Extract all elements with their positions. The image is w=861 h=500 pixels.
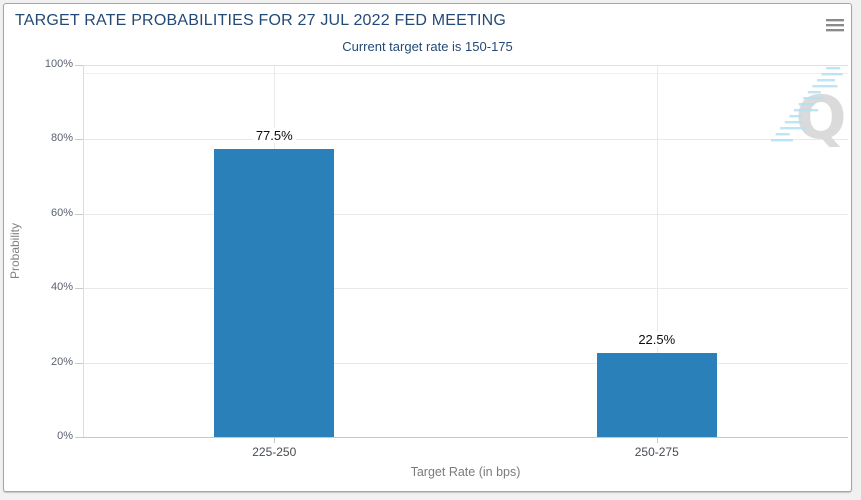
probability-bar <box>596 353 717 437</box>
y-axis-line <box>83 65 84 437</box>
chart-card: TARGET RATE PROBABILITIES FOR 27 JUL 202… <box>3 3 852 492</box>
y-gridline <box>83 139 848 141</box>
y-axis-tick <box>75 437 83 438</box>
y-axis-tick-label: 20% <box>50 355 73 368</box>
hamburger-bar <box>826 24 844 27</box>
x-axis-category-label: 250-275 <box>634 445 679 459</box>
chart-subtitle: Current target rate is 150-175 <box>342 39 513 54</box>
x-axis-tick <box>274 437 276 443</box>
y-gridline <box>83 213 848 215</box>
y-axis-tick <box>75 213 83 215</box>
x-axis-category-label: 225-250 <box>252 445 297 459</box>
y-axis-tick-label: 100% <box>44 58 73 70</box>
category-gridline <box>656 65 658 437</box>
y-gridline <box>83 437 848 438</box>
chart-title: TARGET RATE PROBABILITIES FOR 27 JUL 202… <box>15 12 507 29</box>
y-axis-title: Probability <box>8 222 22 280</box>
probability-bar <box>214 148 335 437</box>
y-axis-tick-label: 40% <box>50 281 73 294</box>
y-axis-tick <box>75 139 83 141</box>
y-gridline <box>83 65 848 66</box>
y-axis-tick <box>75 65 83 66</box>
hamburger-bar <box>826 29 844 32</box>
y-axis-tick <box>75 288 83 290</box>
y-axis-tick-label: 60% <box>50 206 73 219</box>
hamburger-menu-icon[interactable] <box>825 19 845 35</box>
plot-area: 0% 20% 40% 60% 80% 100% 77.5% 225-250 22.5% 250-2… <box>45 58 848 459</box>
hamburger-bar <box>826 19 844 22</box>
x-axis-title: Target Rate (in bps) <box>410 465 521 479</box>
top-subline <box>83 73 848 74</box>
y-axis-tick <box>75 362 83 364</box>
y-axis-tick-label: 80% <box>50 132 73 145</box>
y-axis-tick-label: 0% <box>57 430 73 442</box>
bar-value-label: 77.5% <box>214 127 334 143</box>
y-gridline <box>83 362 848 364</box>
x-axis-tick <box>656 437 658 443</box>
bar-value-label: 22.5% <box>597 332 717 348</box>
y-gridline <box>83 288 848 290</box>
